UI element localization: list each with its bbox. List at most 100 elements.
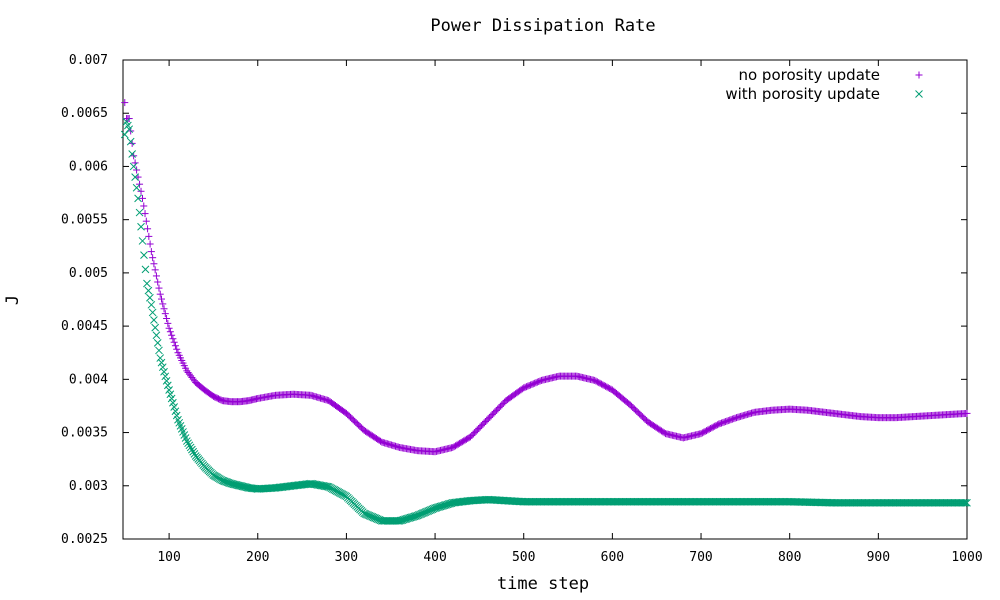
cross-point	[135, 208, 144, 217]
y-tick-label: 0.007	[69, 53, 108, 68]
cross-point	[167, 394, 176, 403]
cross-point	[157, 358, 166, 367]
cross-point	[423, 507, 431, 516]
cross-point	[156, 354, 165, 362]
cross-point	[160, 367, 168, 376]
x-tick-label: 600	[601, 550, 624, 565]
plus-point	[155, 284, 163, 292]
plus-point	[146, 240, 154, 248]
plus-point	[158, 295, 166, 303]
cross-point	[170, 403, 179, 411]
cross-point	[161, 372, 170, 381]
cross-point	[144, 286, 153, 295]
cross-point	[153, 338, 162, 347]
cross-point	[132, 183, 141, 192]
y-tick-label: 0.0035	[61, 426, 108, 441]
cross-point	[961, 498, 970, 507]
cross-point	[960, 498, 969, 507]
x-tick-label: 1000	[951, 550, 982, 565]
cross-point	[416, 510, 424, 519]
cross-point	[425, 506, 434, 515]
y-tick-label: 0.003	[69, 479, 108, 494]
cross-point	[428, 505, 437, 514]
plus-point	[147, 248, 155, 256]
y-tick-label: 0.0055	[61, 213, 108, 228]
x-tick-label: 300	[335, 550, 358, 565]
cross-point	[414, 511, 423, 519]
cross-point	[369, 513, 378, 522]
cross-point	[172, 411, 181, 420]
y-axis-label: J	[3, 295, 23, 305]
x-tick-label: 200	[246, 550, 269, 565]
plus-point	[170, 338, 178, 346]
y-tick-label: 0.004	[69, 372, 108, 387]
cross-point	[185, 441, 194, 450]
cross-point	[364, 511, 373, 520]
plus-point	[161, 310, 169, 318]
cross-point	[963, 498, 971, 507]
cross-point	[190, 449, 199, 458]
cross-point	[131, 173, 139, 181]
cross-point	[188, 445, 196, 454]
cross-point	[189, 447, 198, 456]
plus-point	[168, 331, 176, 339]
plus-point	[149, 254, 157, 262]
plus-point	[154, 278, 162, 286]
cross-point	[134, 194, 142, 203]
cross-point	[371, 514, 379, 522]
plus-point	[169, 335, 177, 343]
plus-point	[171, 342, 179, 350]
cross-point	[410, 512, 419, 521]
cross-point	[158, 363, 167, 372]
cross-point	[140, 251, 148, 260]
y-tick-label: 0.006	[69, 159, 108, 174]
cross-point	[152, 331, 161, 340]
cross-point	[120, 130, 129, 139]
cross-point	[138, 237, 147, 245]
plus-point	[150, 260, 158, 268]
plus-point	[156, 290, 164, 298]
cross-point	[143, 279, 151, 288]
plus-point	[151, 266, 159, 274]
cross-point	[360, 509, 368, 518]
cross-point	[150, 316, 158, 324]
y-tick-label: 0.0065	[61, 106, 108, 121]
y-tick-label: 0.0045	[61, 319, 108, 334]
cross-point	[126, 137, 135, 146]
cross-point	[169, 398, 177, 407]
plus-point	[173, 345, 181, 353]
cross-point	[421, 508, 430, 516]
cross-point	[125, 125, 134, 134]
x-axis-label: time step	[497, 574, 589, 594]
plus-point	[141, 210, 149, 218]
cross-point	[429, 504, 438, 513]
plus-point	[140, 202, 148, 210]
cross-point	[184, 439, 192, 448]
data-points	[120, 99, 971, 525]
cross-point	[155, 346, 163, 355]
plus-point	[152, 272, 160, 280]
plus-point	[121, 99, 129, 107]
cross-point	[424, 507, 433, 515]
x-tick-label: 900	[867, 550, 890, 565]
axis-ticks: 100 200 300 400 500 600 700 800 900 1000 0.0025 0.0…	[61, 53, 983, 565]
plus-point	[165, 324, 173, 332]
cross-point	[166, 390, 175, 399]
series-1	[121, 99, 971, 456]
cross-point	[427, 505, 435, 514]
plus-point	[142, 217, 150, 225]
cross-point	[323, 482, 332, 491]
cross-point	[367, 512, 375, 521]
cross-point	[128, 150, 137, 158]
plus-point	[159, 300, 167, 308]
cross-point	[146, 293, 154, 302]
cross-point	[171, 407, 180, 416]
plot-frame	[122, 59, 968, 540]
legend-plus-marker	[915, 71, 923, 79]
cross-point	[162, 377, 171, 385]
y-tick-label: 0.005	[69, 266, 108, 281]
cross-point	[151, 323, 160, 332]
legend-label: with porosity update	[725, 85, 880, 103]
cross-point	[372, 514, 381, 523]
